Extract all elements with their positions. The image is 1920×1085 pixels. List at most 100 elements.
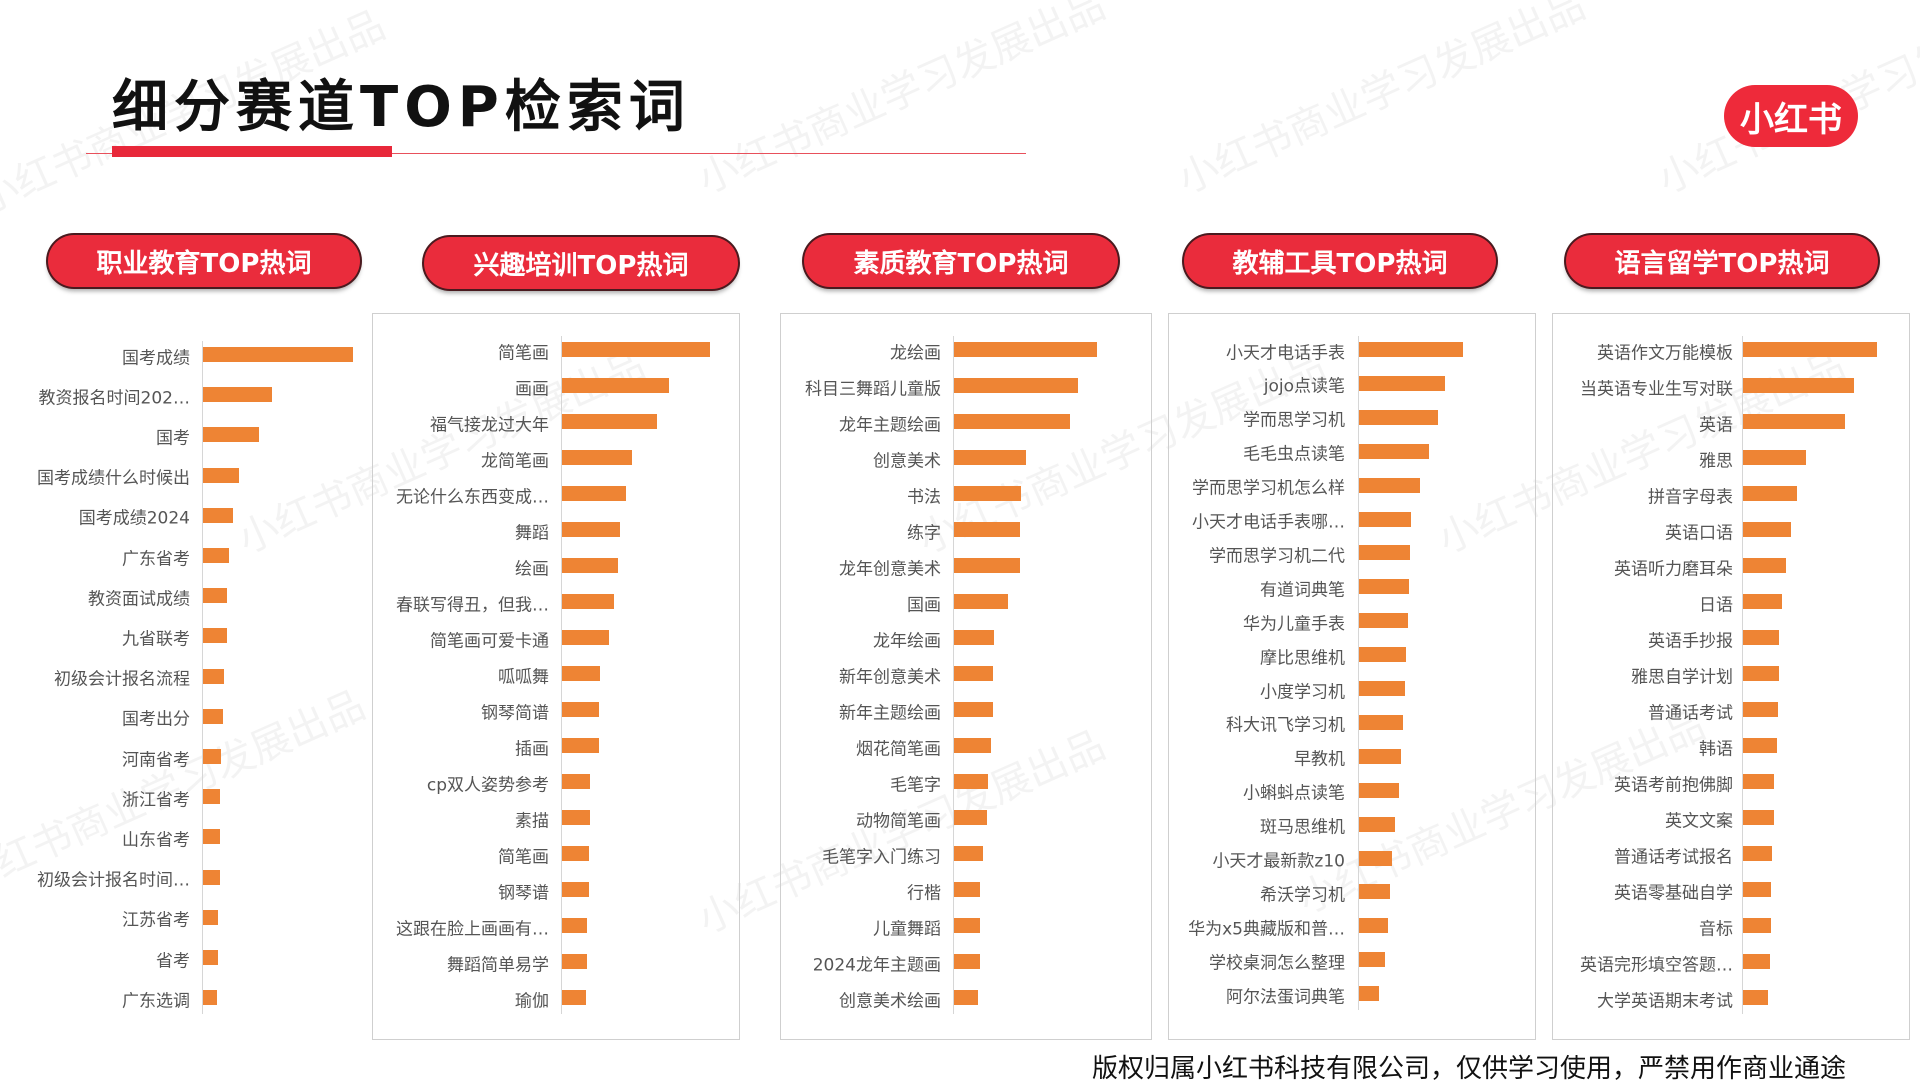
category-label: 广东省考 xyxy=(122,549,190,569)
category-label: 简笔画 xyxy=(498,847,549,867)
data-bar xyxy=(203,588,227,604)
category-label: 初级会计报名流程 xyxy=(54,669,190,690)
chart-row: 国考成绩2024 xyxy=(0,507,370,529)
chart-row: 呱呱舞 xyxy=(373,666,739,687)
data-bar xyxy=(562,630,610,645)
data-bar xyxy=(562,414,657,429)
chart-row: cp双人姿势参考 xyxy=(373,774,739,795)
data-bar xyxy=(203,347,353,362)
category-label: 英语完形填空答题… xyxy=(1580,955,1733,975)
data-bar xyxy=(954,666,993,681)
chart-row: 插画 xyxy=(373,738,739,759)
chart-row: 韩语 xyxy=(1553,738,1909,759)
chart-row: 普通话考试 xyxy=(1553,702,1909,723)
data-bar xyxy=(562,378,669,393)
watermark: 小红书商业学习发展出品 xyxy=(1167,0,1593,205)
chart-row: 绘画 xyxy=(373,558,739,579)
data-bar xyxy=(562,558,619,573)
category-label: 烟花简笔画 xyxy=(856,739,941,759)
chart-row: 小度学习机 xyxy=(1169,681,1535,702)
chart-row: 初级会计报名时间… xyxy=(0,869,370,891)
category-label: 儿童舞蹈 xyxy=(873,919,941,939)
chart-row: 九省联考 xyxy=(0,628,370,649)
data-bar xyxy=(1743,666,1780,681)
chart-row: 舞蹈简单易学 xyxy=(373,954,739,975)
category-label: 国考成绩什么时候出 xyxy=(37,468,190,489)
category-label: 新年创意美术 xyxy=(839,667,941,687)
chart-row: 英语 xyxy=(1553,414,1909,435)
copyright-footer: 版权归属小红书科技有限公司，仅供学习使用，严禁用作商业通途 xyxy=(1092,1054,1847,1084)
chart-row: 江苏省考 xyxy=(0,909,370,931)
data-bar xyxy=(203,427,259,443)
chart-row: 华为儿童手表 xyxy=(1169,613,1535,634)
chart-row: jojo点读笔 xyxy=(1169,375,1535,397)
data-bar xyxy=(203,628,227,644)
data-bar xyxy=(1743,918,1772,933)
data-bar xyxy=(954,450,1026,465)
category-label: 希沃学习机 xyxy=(1260,885,1345,906)
category-label: 雅思 xyxy=(1699,451,1733,471)
category-label: 2024龙年主题画 xyxy=(812,955,941,975)
data-bar xyxy=(1359,511,1411,527)
category-label: 小天才电话手表哪… xyxy=(1192,512,1345,533)
chart-tools: 小天才电话手表 jojo点读笔 学而思学习机 毛毛虫点读笔 学而思学习机怎么样 小天才电话… xyxy=(1168,313,1536,1040)
category-label: 龙年创意美术 xyxy=(839,559,941,579)
category-label: 龙简笔画 xyxy=(481,451,549,471)
data-bar xyxy=(954,486,1022,501)
category-label: 英语手抄报 xyxy=(1648,631,1733,651)
category-label: 毛笔字入门练习 xyxy=(822,847,941,867)
category-label: 河南省考 xyxy=(122,750,190,770)
chart-row: 英语手抄报 xyxy=(1553,630,1909,651)
category-label: 音标 xyxy=(1699,919,1733,939)
chart-row: 小蝌蚪点读笔 xyxy=(1169,782,1535,804)
chart-row: 大学英语期末考试 xyxy=(1553,990,1909,1011)
category-label: 素描 xyxy=(515,811,549,831)
category-label: 英语作文万能模板 xyxy=(1597,343,1733,363)
category-label: 国考 xyxy=(156,428,190,449)
category-label: 当英语专业生写对联 xyxy=(1580,379,1733,399)
chart-row: 学而思学习机 xyxy=(1169,409,1535,431)
category-label: 英语考前抱佛脚 xyxy=(1614,775,1733,795)
category-label: 韩语 xyxy=(1699,739,1733,759)
chart-title-interest: 兴趣培训TOP热词 xyxy=(424,237,738,289)
data-bar xyxy=(1743,954,1770,969)
data-bar xyxy=(1359,782,1399,798)
category-label: 舞蹈简单易学 xyxy=(447,955,549,975)
data-bar xyxy=(954,558,1020,573)
data-bar xyxy=(954,846,983,861)
category-label: 画画 xyxy=(515,379,549,399)
chart-row: 这跟在脸上画画有… xyxy=(373,918,739,939)
chart-row: 新年主题绘画 xyxy=(781,702,1151,723)
data-bar xyxy=(1359,986,1379,1002)
data-bar xyxy=(1743,378,1855,393)
data-bar xyxy=(203,909,218,925)
chart-row: 早教机 xyxy=(1169,748,1535,770)
chart-row: 阿尔法蛋词典笔 xyxy=(1169,986,1535,1007)
chart-row: 小天才最新款z10 xyxy=(1169,850,1535,872)
data-bar xyxy=(954,882,980,897)
category-label: 国考出分 xyxy=(122,709,190,730)
category-label: 教资报名时间202… xyxy=(38,388,190,409)
category-label: 英语口语 xyxy=(1665,523,1733,543)
data-bar xyxy=(1359,952,1385,968)
chart-title-language: 语言留学TOP热词 xyxy=(1566,235,1878,287)
chart-row: 舞蹈 xyxy=(373,522,739,543)
data-bar xyxy=(562,918,588,933)
data-bar xyxy=(1359,579,1409,595)
data-bar xyxy=(954,378,1079,393)
category-label: 这跟在脸上画画有… xyxy=(396,919,549,939)
data-bar xyxy=(954,594,1009,609)
category-label: 动物简笔画 xyxy=(856,811,941,831)
category-label: 学校桌洞怎么整理 xyxy=(1209,953,1345,974)
chart-row: 毛毛虫点读笔 xyxy=(1169,443,1535,465)
data-bar xyxy=(1359,443,1429,459)
category-label: 学而思学习机怎么样 xyxy=(1192,478,1345,499)
data-bar xyxy=(1359,816,1396,832)
category-label: 龙年主题绘画 xyxy=(839,415,941,435)
category-label: 早教机 xyxy=(1294,749,1345,770)
chart-row: 英语完形填空答题… xyxy=(1553,954,1909,975)
data-bar xyxy=(1743,450,1806,465)
chart-row: 希沃学习机 xyxy=(1169,884,1535,905)
chart-row: 摩比思维机 xyxy=(1169,647,1535,668)
chart-row: 龙年创意美术 xyxy=(781,558,1151,579)
